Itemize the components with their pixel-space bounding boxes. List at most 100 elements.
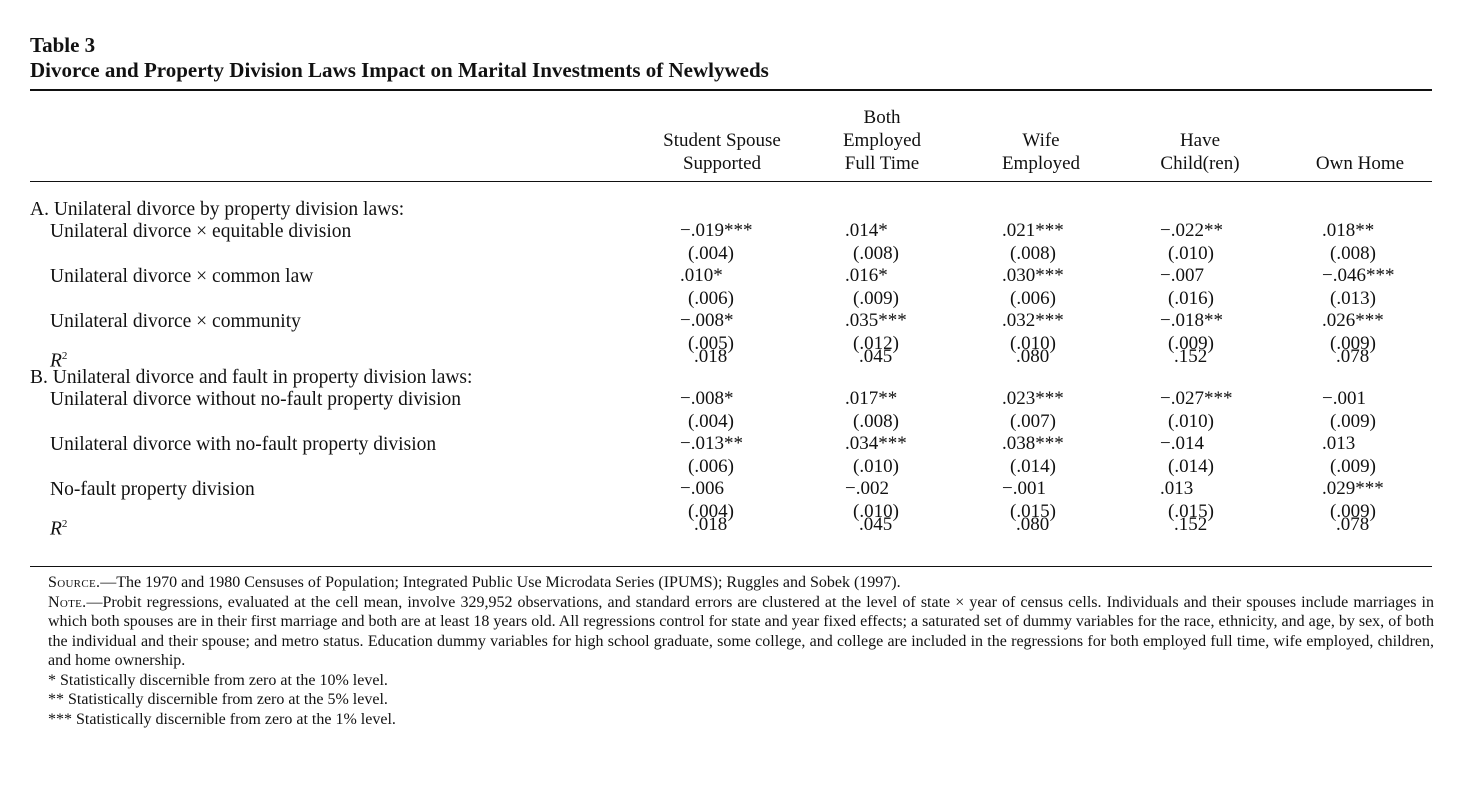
- se-cell: (.009): [853, 288, 899, 309]
- se-cell: (.008): [853, 411, 899, 432]
- coef-cell: .014*: [845, 220, 888, 241]
- coef-cell: .021***: [1002, 220, 1064, 241]
- column-header-line: Child(ren): [1160, 153, 1240, 174]
- se-cell: (.005): [688, 333, 734, 354]
- coef-cell: −.008*: [680, 310, 734, 331]
- source-text: —The 1970 and 1980 Censuses of Populatio…: [100, 574, 901, 591]
- se-cell: (.008): [1010, 243, 1056, 264]
- se-cell: (.009): [1330, 411, 1376, 432]
- coef-cell: −.001: [1002, 478, 1046, 499]
- column-header-3: Wife Employed: [966, 129, 1116, 175]
- coef-cell: −.008*: [680, 388, 734, 409]
- row-label: Unilateral divorce with no-fault propert…: [50, 434, 437, 455]
- table-number: Table 3: [30, 33, 96, 57]
- coef-cell: .029***: [1322, 478, 1384, 499]
- r2-cell: .078: [1336, 514, 1370, 535]
- column-header-line: Own Home: [1315, 153, 1405, 174]
- se-cell: (.010): [1168, 243, 1214, 264]
- coef-cell: −.014: [1160, 433, 1204, 454]
- table-caption: Table 3 Divorce and Property Division La…: [30, 33, 769, 83]
- r2-symbol: R: [50, 350, 62, 372]
- coef-cell: −.027***: [1160, 388, 1233, 409]
- r2-cell: .152: [1174, 346, 1208, 367]
- sig-note-5: ** Statistically discernible from zero a…: [48, 691, 388, 708]
- r2-cell: .080: [1016, 346, 1050, 367]
- se-cell: (.014): [1010, 456, 1056, 477]
- source-note: Source.—The 1970 and 1980 Censuses of Po…: [30, 573, 1434, 593]
- coef-cell: −.046***: [1322, 265, 1395, 286]
- se-cell: (.009): [1168, 333, 1214, 354]
- general-note: Note.—Probit regressions, evaluated at t…: [30, 593, 1434, 671]
- r2-cell: .045: [859, 514, 893, 535]
- coef-cell: .013: [1322, 433, 1356, 454]
- source-label: Source.: [48, 574, 101, 591]
- sig-note-1: *** Statistically discernible from zero …: [48, 710, 396, 728]
- se-cell: (.010): [1168, 411, 1214, 432]
- column-header-line: Employed: [842, 130, 922, 151]
- se-cell: (.013): [1330, 288, 1376, 309]
- r2-cell: .078: [1336, 346, 1370, 367]
- se-cell: (.015): [1168, 501, 1214, 522]
- coef-cell: −.013**: [680, 433, 743, 454]
- column-header-4: Have Child(ren): [1125, 129, 1275, 175]
- column-header-line: Full Time: [844, 153, 920, 174]
- se-cell: (.009): [1330, 456, 1376, 477]
- column-header-1: Student Spouse Supported: [647, 129, 797, 175]
- se-cell: (.009): [1330, 501, 1376, 522]
- row-label: Unilateral divorce × common law: [50, 266, 314, 287]
- r2-symbol: R: [50, 518, 62, 540]
- se-cell: (.006): [1010, 288, 1056, 309]
- column-header-line: Supported: [682, 153, 762, 174]
- se-cell: (.008): [853, 243, 899, 264]
- r2-label: R2: [50, 345, 67, 373]
- coef-cell: .032***: [1002, 310, 1064, 331]
- se-cell: (.007): [1010, 411, 1056, 432]
- coef-cell: .010*: [680, 265, 723, 286]
- coef-cell: .023***: [1002, 388, 1064, 409]
- coef-cell: .013: [1160, 478, 1194, 499]
- r2-label: R2: [50, 513, 67, 541]
- se-cell: (.006): [688, 288, 734, 309]
- r2-superscript: 2: [61, 350, 68, 362]
- coef-cell: −.006: [680, 478, 724, 499]
- row-label: Unilateral divorce without no-fault prop…: [50, 389, 462, 410]
- panel-heading: B. Unilateral divorce and fault in prope…: [30, 367, 473, 388]
- coef-cell: .026***: [1322, 310, 1384, 331]
- r2-superscript: 2: [61, 518, 68, 530]
- coef-cell: −.002: [845, 478, 889, 499]
- bottom-rule: [30, 566, 1432, 567]
- r2-cell: .152: [1174, 514, 1208, 535]
- table-notes: Source.—The 1970 and 1980 Censuses of Po…: [30, 573, 1434, 729]
- se-cell: (.004): [688, 243, 734, 264]
- coef-cell: .038***: [1002, 433, 1064, 454]
- column-header-5: Own Home: [1285, 152, 1435, 175]
- se-cell: (.012): [853, 333, 899, 354]
- se-cell: (.010): [1010, 333, 1056, 354]
- column-header-line: Employed: [1001, 153, 1081, 174]
- coef-cell: −.022**: [1160, 220, 1223, 241]
- se-cell: (.015): [1010, 501, 1056, 522]
- se-cell: (.004): [688, 501, 734, 522]
- coef-cell: .034***: [845, 433, 907, 454]
- coef-cell: −.001: [1322, 388, 1366, 409]
- sig-note-10: * Statistically discernible from zero at…: [48, 671, 388, 689]
- coef-cell: −.019***: [680, 220, 753, 241]
- coef-cell: .018**: [1322, 220, 1375, 241]
- coef-cell: −.018**: [1160, 310, 1223, 331]
- column-header-line: Wife: [1022, 130, 1060, 151]
- top-rule: [30, 89, 1432, 91]
- r2-cell: .018: [694, 346, 728, 367]
- header-rule: [30, 181, 1432, 182]
- coef-cell: .030***: [1002, 265, 1064, 286]
- se-cell: (.008): [1330, 243, 1376, 264]
- coef-cell: .017**: [845, 388, 898, 409]
- r2-cell: .080: [1016, 514, 1050, 535]
- se-cell: (.006): [688, 456, 734, 477]
- column-header-2: Both Employed Full Time: [807, 106, 957, 175]
- se-cell: (.010): [853, 456, 899, 477]
- column-header-line: Both: [863, 107, 901, 128]
- note-label: Note.: [48, 593, 87, 611]
- se-cell: (.009): [1330, 333, 1376, 354]
- table-title: Divorce and Property Division Laws Impac…: [30, 58, 769, 82]
- se-cell: (.010): [853, 501, 899, 522]
